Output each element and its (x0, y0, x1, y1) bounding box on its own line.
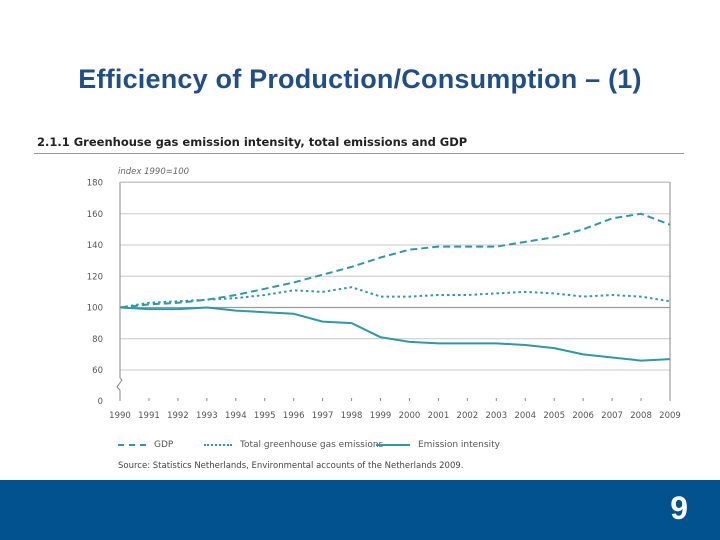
figure-title: 2.1.1 Greenhouse gas emission intensity,… (37, 135, 468, 149)
footer-bar: 9 (0, 480, 720, 540)
x-tick-label: 2006 (572, 411, 594, 421)
legend-swatch-dashed (118, 444, 146, 446)
legend-label: GDP (154, 440, 174, 450)
y-tick-label: 80 (92, 335, 103, 345)
axes (116, 181, 671, 401)
gridlines (120, 182, 670, 371)
x-tick-label: 1995 (254, 411, 276, 421)
y-tick-label: 0 (98, 397, 103, 407)
legend-item-intensity: Emission intensity (376, 440, 500, 450)
legend-label: Total greenhouse gas emissions (240, 440, 384, 450)
series-lines (119, 212, 671, 362)
page-number: 9 (670, 490, 688, 526)
legend-item-emissions: Total greenhouse gas emissions (204, 440, 383, 450)
x-tick-label: 2004 (514, 411, 536, 421)
legend-swatch-dotted (204, 444, 232, 446)
line-chart: index 1990=100 0 60 80 100 120 140 160 180 1990… (87, 167, 681, 421)
series-line-gdp (119, 212, 671, 309)
x-tick-label: 1991 (138, 411, 160, 421)
x-tick-label: 2009 (659, 411, 681, 421)
y-tick-label: 180 (87, 179, 103, 189)
legend-label: Emission intensity (418, 440, 500, 450)
y-tick-labels: 0 60 80 100 120 140 160 180 (87, 179, 103, 408)
legend-swatch-solid (376, 444, 410, 446)
x-tick-label: 2008 (630, 411, 652, 421)
axis-break-mark (116, 377, 123, 391)
x-tick-label: 2001 (428, 411, 450, 421)
slide-title: Efficiency of Production/Consumption – (… (78, 64, 642, 94)
legend-item-gdp: GDP (118, 440, 173, 450)
source-note: Source: Statistics Netherlands, Environm… (118, 461, 464, 471)
x-tick-labels: 1990 1991 1992 1993 1994 1995 1996 1997 1998 1999… (109, 411, 681, 421)
y-tick-label: 60 (92, 366, 103, 376)
x-tick-label: 1999 (370, 411, 392, 421)
x-tick-label: 2003 (485, 411, 507, 421)
x-tick-label: 1998 (341, 411, 363, 421)
x-tick-label: 1992 (167, 411, 189, 421)
x-tick-label: 1993 (196, 411, 218, 421)
x-tick-label: 2000 (399, 411, 421, 421)
x-tick-label: 2002 (457, 411, 479, 421)
y-tick-label: 120 (87, 272, 103, 282)
series-line-emission-intensity (119, 306, 671, 362)
x-tick-label: 2007 (601, 411, 623, 421)
y-tick-label: 140 (87, 241, 103, 251)
x-tick-label: 1990 (109, 411, 131, 421)
x-tick-label: 2005 (543, 411, 565, 421)
x-tick-label: 1994 (225, 411, 247, 421)
y-axis-label: index 1990=100 (118, 167, 189, 177)
y-tick-label: 160 (87, 210, 103, 220)
x-tick-label: 1997 (312, 411, 334, 421)
series-line-total-greenhouse-gas-emissions (119, 286, 671, 309)
y-tick-label: 100 (87, 304, 103, 314)
figure-title-rule (34, 153, 684, 154)
x-tick-label: 1996 (283, 411, 305, 421)
